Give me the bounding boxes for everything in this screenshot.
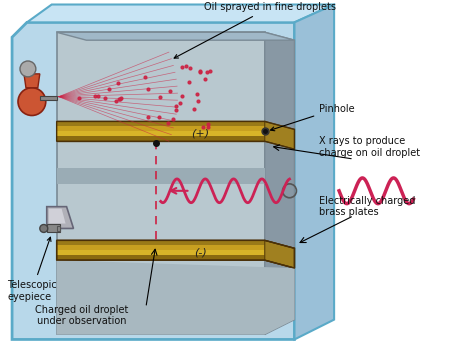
Polygon shape [12,22,294,339]
Polygon shape [57,250,265,255]
Polygon shape [294,5,334,339]
Text: (+): (+) [191,129,210,138]
Polygon shape [24,74,40,88]
Text: Oil sprayed in fine droplets: Oil sprayed in fine droplets [174,2,336,58]
Circle shape [40,224,48,233]
Polygon shape [57,255,265,260]
Polygon shape [57,121,265,125]
Polygon shape [57,125,265,137]
Text: Charged oil droplet
under observation: Charged oil droplet under observation [35,305,128,326]
Polygon shape [57,131,265,136]
Polygon shape [47,224,60,233]
Polygon shape [27,5,334,22]
Polygon shape [47,207,73,229]
Polygon shape [57,245,265,250]
Text: Telescopic
eyepiece: Telescopic eyepiece [7,237,57,302]
Polygon shape [57,168,265,184]
Polygon shape [57,260,294,334]
Polygon shape [57,126,265,131]
Polygon shape [265,121,294,149]
Polygon shape [265,32,294,334]
Text: Pinhole: Pinhole [271,104,355,131]
Polygon shape [265,240,294,268]
Polygon shape [57,32,265,334]
Polygon shape [57,136,265,141]
Text: Electrically charged
brass plates: Electrically charged brass plates [319,196,416,217]
Polygon shape [40,96,57,100]
Text: X rays to produce
charge on oil droplet: X rays to produce charge on oil droplet [319,136,420,158]
Polygon shape [57,121,265,126]
Polygon shape [57,137,265,141]
Circle shape [20,61,36,77]
Circle shape [18,88,46,115]
Polygon shape [57,226,60,231]
Text: (-): (-) [194,247,207,257]
Polygon shape [49,209,65,224]
Polygon shape [57,32,294,40]
Polygon shape [57,240,265,245]
